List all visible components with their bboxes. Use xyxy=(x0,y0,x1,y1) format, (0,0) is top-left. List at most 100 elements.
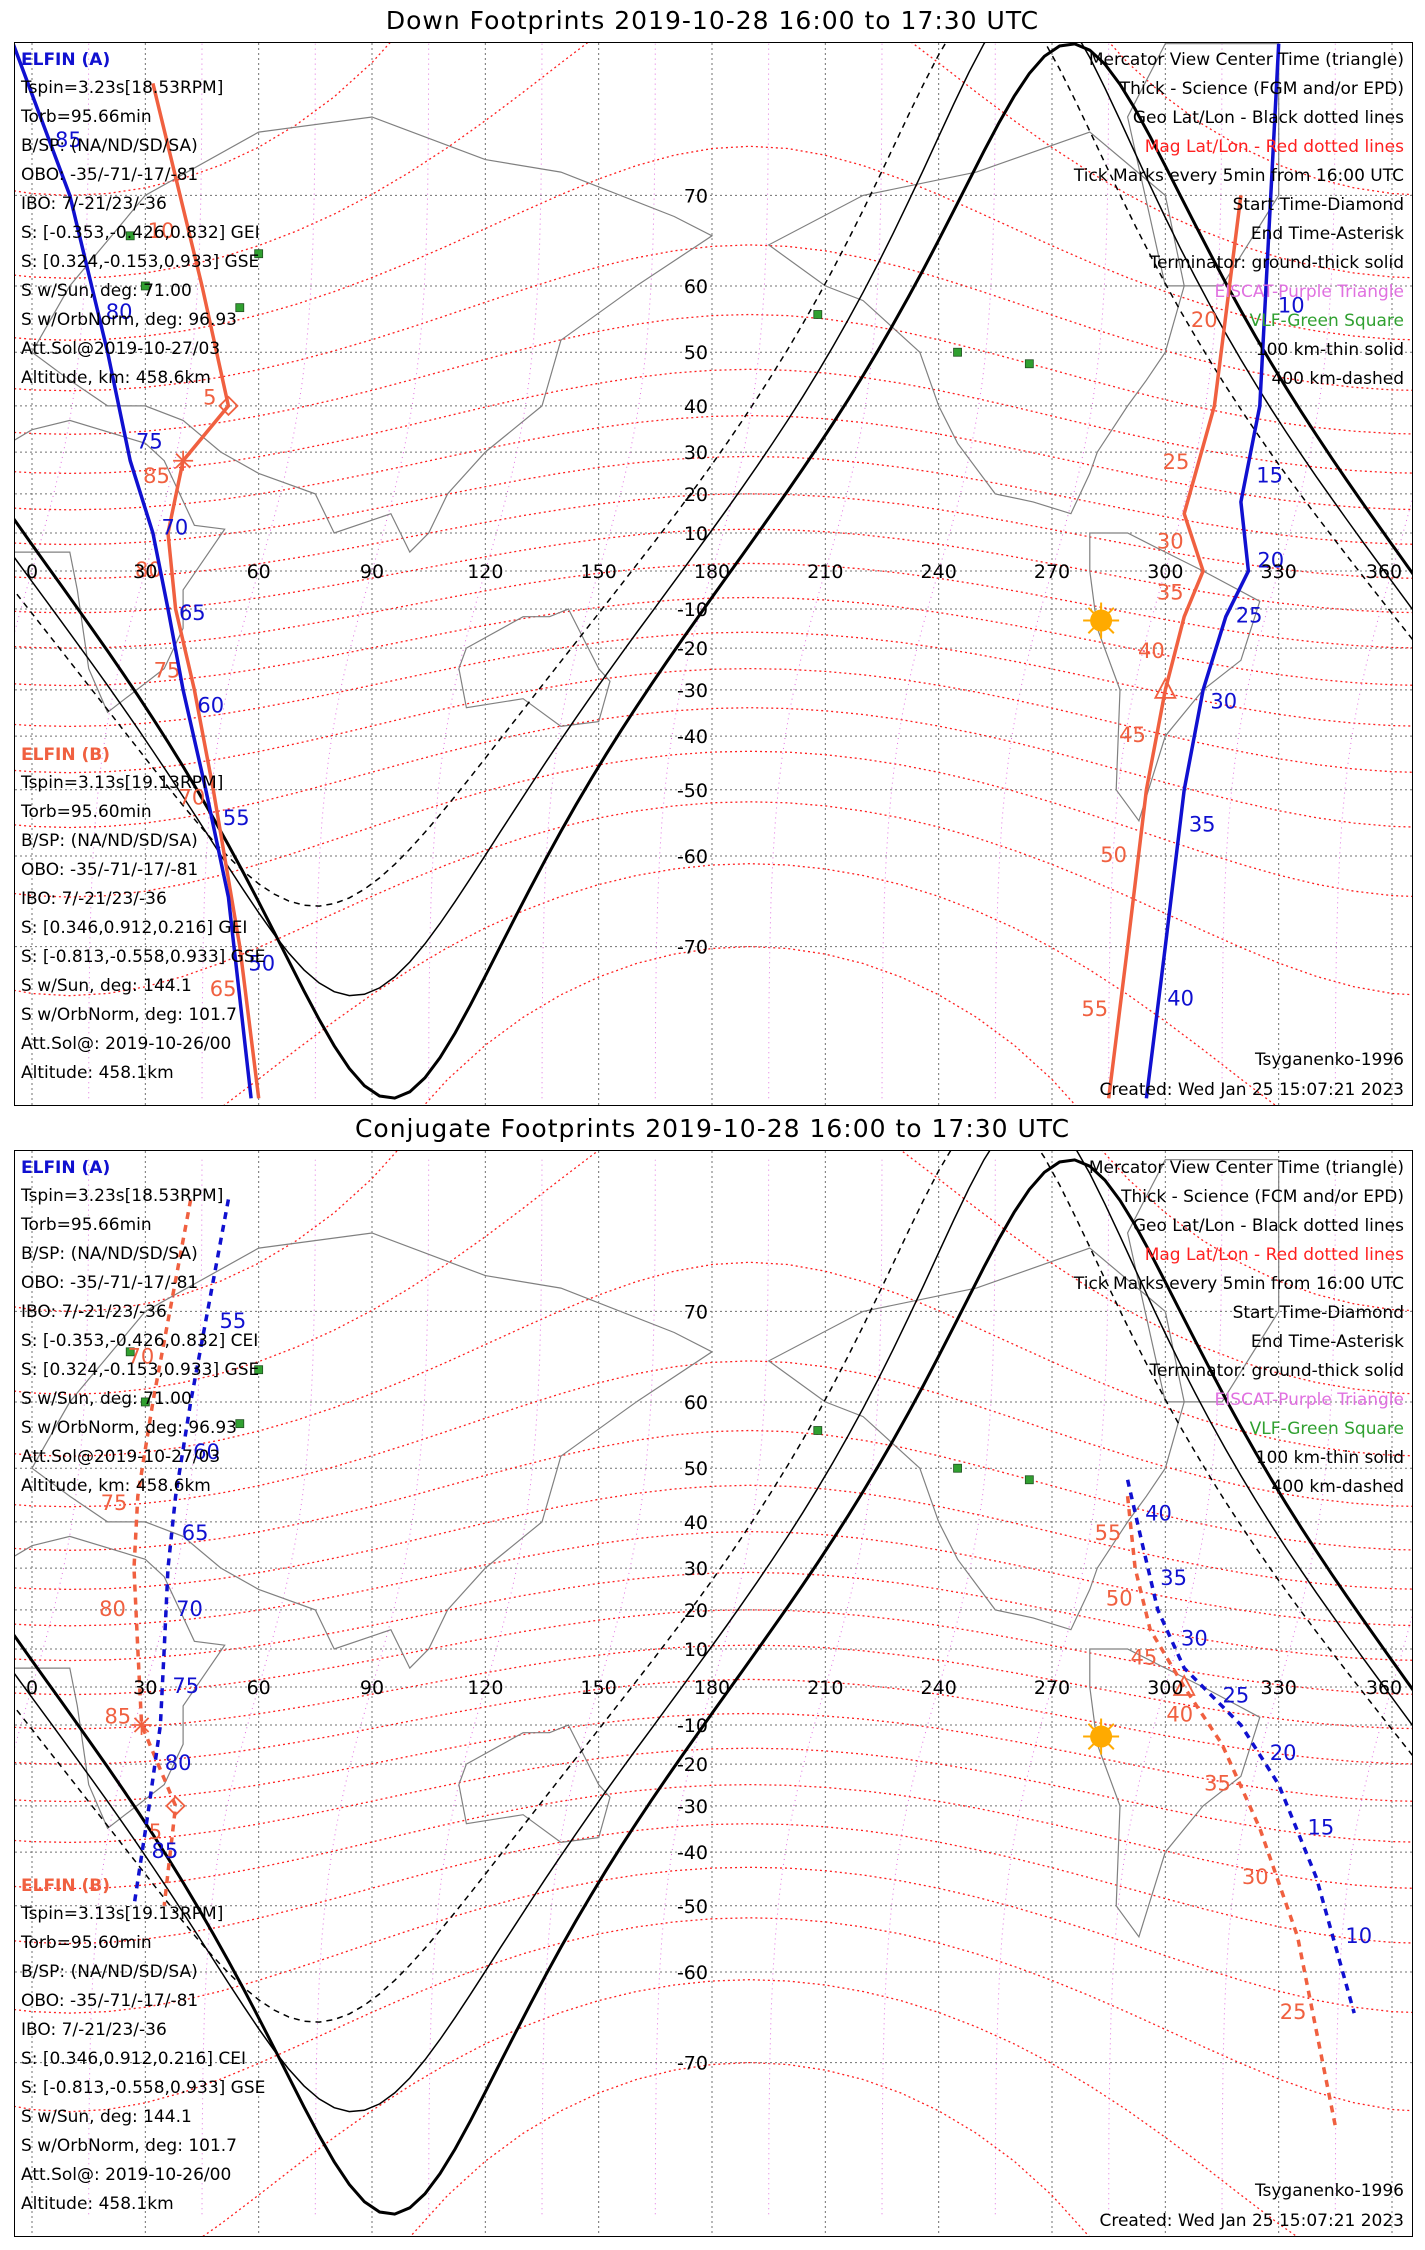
track-tick-label: 80 xyxy=(99,1597,126,1621)
map-svg: 7075808555560657075808555504540353025403… xyxy=(15,1151,1412,2236)
x-tick-label: 270 xyxy=(1034,1677,1070,1699)
elfin-a-line: S w/OrbNorm, deg: 96.93 xyxy=(21,1418,237,1438)
y-tick-label: -60 xyxy=(677,846,708,868)
legend-item: EISCAT-Purple Triangle xyxy=(1214,1390,1404,1410)
x-tick-label: 300 xyxy=(1147,1677,1183,1699)
elfin-b-line: S w/OrbNorm, deg: 101.7 xyxy=(21,2136,237,2156)
mag-latitude-line xyxy=(15,631,1412,728)
mag-latitude-line xyxy=(15,414,1412,511)
elfin-a-line: IBO: 7/-21/23/-36 xyxy=(21,1302,167,1322)
coastlines xyxy=(15,1159,1280,1939)
continent-outline xyxy=(15,419,226,714)
vlf-square xyxy=(140,281,150,291)
elfin-b-line: S w/Sun, deg: 144.1 xyxy=(21,976,192,996)
elfin-b-line: S: [0.346,0.912,0.216] CEI xyxy=(21,2049,246,2069)
track-tick-label: 35 xyxy=(1157,581,1184,605)
elfin-b-line: S: [-0.813,-0.558,0.933] GSE xyxy=(21,947,265,967)
terminator xyxy=(15,1151,1412,2216)
legend-item: 400 km-dashed xyxy=(1272,1477,1404,1497)
y-tick-label: -40 xyxy=(677,726,708,748)
mag-latitude-line xyxy=(15,43,1412,197)
vlf-square xyxy=(254,1365,264,1375)
track-tick-label: 65 xyxy=(210,977,237,1001)
elfin-a-info: ELFIN (A) Tspin=3.23s[18.53RPM] Torb=95.66… xyxy=(20,1158,259,1496)
axes: 0 30 60 90 120 150 180 210 240 270 300 330 360 70 60 50… xyxy=(26,1301,1402,2074)
legend-item: Thick - Science (FGM and/or EPD) xyxy=(1119,79,1404,99)
elfin-b-line: Altitude: 458.1km xyxy=(21,2194,174,2214)
elfin-b-line: B/SP: (NA/ND/SD/SA) xyxy=(21,831,198,851)
track-tick-label: 85 xyxy=(152,1839,179,1863)
elfin-a-line: S: [0.324,-0.153,0.933] GSE xyxy=(21,1360,259,1380)
track-tick-label: 55 xyxy=(1095,1521,1122,1545)
track-line xyxy=(132,1199,193,1906)
mag-latitude-line xyxy=(15,43,1412,279)
mag-latitude-line xyxy=(15,313,1412,435)
legend-item: Geo Lat/Lon - Black dotted lines xyxy=(1133,1216,1404,1236)
elfin-a-line: Altitude, km: 458.6km xyxy=(21,1476,211,1496)
y-tick-label: 10 xyxy=(684,523,708,545)
vlf-square xyxy=(953,347,962,357)
mag-latitude-line xyxy=(15,596,1412,687)
vlf-square xyxy=(953,1463,962,1473)
track-tick-label: 50 xyxy=(1100,843,1127,867)
legend-item: Tick Marks every 5min from 16:00 UTC xyxy=(1073,1274,1404,1294)
elfin-b-line: IBO: 7/-21/23/-36 xyxy=(21,889,167,909)
track-tick-label: 40 xyxy=(1166,1702,1193,1726)
track-tick-label: 60 xyxy=(193,1440,220,1464)
markers xyxy=(173,395,1177,699)
elfin-a-line: OBO: -35/-71/-17/-81 xyxy=(21,1273,198,1293)
legend-item: End Time-Asterisk xyxy=(1251,224,1404,244)
mag-latitude-line xyxy=(15,1151,1412,1313)
y-tick-label: -20 xyxy=(677,1754,708,1776)
panel-title: Conjugate Footprints 2019-10-28 16:00 to… xyxy=(354,1114,1071,1143)
track-tick-label: 25 xyxy=(1223,1683,1250,1707)
y-tick-label: -30 xyxy=(677,680,708,702)
y-tick-label: 70 xyxy=(684,1301,708,1323)
y-tick-label: 20 xyxy=(684,1600,708,1622)
mag-grid xyxy=(15,1151,1412,2236)
elfin-b-line: Torb=95.60min xyxy=(20,802,152,822)
x-tick-label: 240 xyxy=(921,561,957,583)
vlf-square xyxy=(140,1397,150,1407)
track-tick-label: 35 xyxy=(1160,1566,1187,1590)
start-diamond xyxy=(218,395,239,417)
x-tick-label: 300 xyxy=(1147,561,1183,583)
continent-outline xyxy=(15,1535,226,1830)
mag-latitude-line xyxy=(15,368,1412,475)
x-tick-label: 360 xyxy=(1366,561,1402,583)
track-tick-label: 70 xyxy=(178,785,205,809)
x-tick-label: 330 xyxy=(1261,1677,1297,1699)
elfin-a-line: IBO: 7/-21/23/-36 xyxy=(21,194,167,214)
mag-latitude-line xyxy=(15,244,1412,392)
start-diamond xyxy=(165,1795,186,1817)
track-line xyxy=(132,1199,231,1907)
track-tick-label: 20 xyxy=(1270,1741,1297,1765)
model-label: Tsyganenko-1996 xyxy=(1254,1050,1404,1070)
vlf-square xyxy=(125,1347,135,1357)
elfin-b-track-right: 55 50 45 40 35 30 25 xyxy=(1095,1496,1338,2127)
elfin-a-track-right: 10 15 20 25 30 35 40 xyxy=(1144,43,1305,1099)
track-tick-label: 70 xyxy=(176,1597,203,1621)
y-tick-label: 50 xyxy=(684,342,708,364)
legend-item: 100 km-thin solid xyxy=(1256,340,1404,360)
terminator-400km xyxy=(15,1151,1412,2023)
track-tick-label: 10 xyxy=(1278,294,1305,318)
mag-latitude-line xyxy=(15,707,1412,829)
track-tick-label: 75 xyxy=(154,659,181,683)
end-asterisk xyxy=(133,1717,150,1733)
legend-item: Terminator: ground-thick solid xyxy=(1148,253,1404,273)
elfin-a-header: ELFIN (A) xyxy=(21,1158,110,1178)
track-tick-label: 35 xyxy=(1189,813,1216,837)
elfin-b-line: S w/Sun, deg: 144.1 xyxy=(21,2107,192,2127)
conjugate-footprints-panel: Conjugate Footprints 2019-10-28 16:00 to… xyxy=(0,1112,1425,2250)
y-tick-label: 20 xyxy=(684,484,708,506)
track-tick-label: 60 xyxy=(197,694,224,718)
vlf-square xyxy=(1024,1475,1034,1485)
vlf-square xyxy=(813,310,823,319)
mag-latitude-line xyxy=(15,750,1412,898)
x-tick-label: 0 xyxy=(26,561,38,583)
elfin-b-line: Att.Sol@: 2019-10-26/00 xyxy=(21,1034,231,1054)
